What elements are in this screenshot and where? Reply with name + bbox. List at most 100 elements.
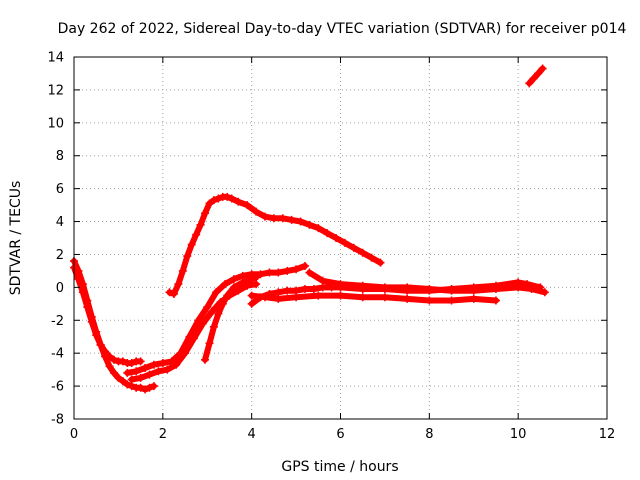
data-point [183,252,192,261]
data-point [269,214,278,223]
data-point [74,275,83,284]
data-point [178,266,187,275]
x-axis-label: GPS time / hours [281,459,398,475]
data-point [101,347,110,356]
data-point [534,69,543,78]
y-axis-label: SDTVAR / TECUs [8,181,24,296]
data-point [314,291,323,300]
x-tick-label: 4 [248,427,256,442]
data-point [118,357,127,366]
data-point [247,291,256,300]
data-point [247,275,256,284]
data-point [260,212,269,221]
data-point [141,385,150,394]
data-point [192,230,201,239]
data-point [283,266,292,275]
data-point [309,285,318,294]
data-point [469,294,478,303]
data-point [340,238,349,247]
data-point [305,220,314,229]
data-point [201,209,210,218]
data-point [209,196,218,205]
series-track-2 [70,263,145,368]
data-point [123,368,132,377]
data-point [198,319,207,328]
data-point [238,278,247,287]
tick-layer: 0 2 4 6 8 10 12 -8 -6 -4 -2 0 2 4 6 8 10 12 14 [47,51,615,443]
data-point [227,194,236,203]
y-tick-label: 8 [56,149,64,164]
data-point [96,340,105,349]
data-point [283,286,292,295]
data-point [278,214,287,223]
data-point [218,299,227,308]
data-point [127,375,136,384]
grid-layer [74,57,607,419]
y-tick-label: 12 [47,83,64,98]
data-point [214,194,223,203]
series-track-10 [525,64,547,88]
data-point [274,268,283,277]
data-point [163,365,172,374]
data-point [154,367,163,376]
y-tick-label: 10 [47,116,64,131]
data-point [172,360,181,369]
data-point [127,359,136,368]
data-point [358,248,367,257]
data-point [252,273,261,282]
data-point [287,215,296,224]
data-point [380,283,389,292]
data-point [223,192,232,201]
data-point [469,286,478,295]
chart-title: Day 262 of 2022, Sidereal Day-to-day VTE… [58,21,627,37]
data-point [447,286,456,295]
data-point [296,217,305,226]
data-point [78,288,87,297]
data-point [214,309,223,318]
data-point [318,276,327,285]
data-point [491,296,500,305]
y-tick-label: 4 [56,215,64,230]
data-point [538,64,547,73]
data-point [203,303,212,312]
y-tick-label: -2 [51,314,64,329]
data-point [205,199,214,208]
data-point [305,268,314,277]
data-point [403,283,412,292]
data-point [243,201,252,210]
data-point [105,352,114,361]
data-point [425,285,434,294]
data-point [187,240,196,249]
data-point [380,293,389,302]
data-point [314,224,323,233]
data-point [323,229,332,238]
data-point [229,275,238,284]
data-point [332,234,341,242]
data-point [145,370,154,379]
data-point [336,291,345,300]
data-point [189,334,198,343]
data-point [425,296,434,305]
data-point [136,373,145,382]
data-point [92,331,101,340]
data-point [223,291,232,300]
data-point [165,288,174,297]
series-track-8 [247,291,500,305]
data-point [109,355,118,364]
data-point [205,339,214,348]
series-trace [526,65,546,87]
x-tick-label: 2 [159,427,167,442]
y-tick-label: -6 [51,380,64,395]
y-tick-label: -4 [51,347,64,362]
y-tick-label: -8 [51,413,64,428]
data-point [123,380,132,389]
data-point [491,285,500,294]
x-tick-label: 10 [510,427,527,442]
data-point [274,294,283,303]
data-point [529,74,538,83]
series-track-9 [305,268,549,297]
data-point [367,253,376,262]
data-point [247,299,256,308]
data-point [149,360,158,369]
data-point [118,377,127,386]
